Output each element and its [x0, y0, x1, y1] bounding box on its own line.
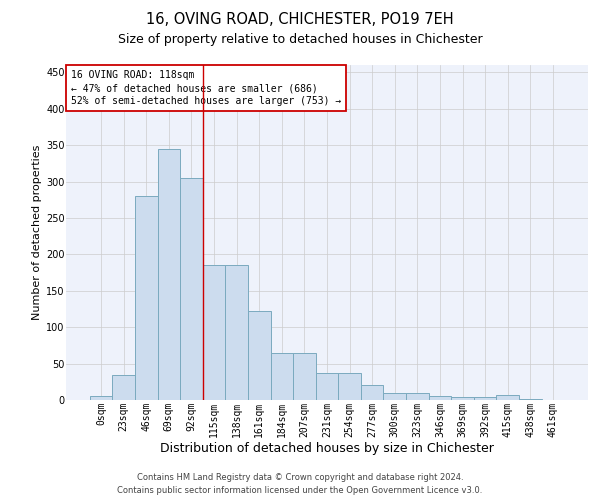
Bar — [271, 352, 293, 400]
Bar — [203, 266, 226, 400]
Text: Contains HM Land Registry data © Crown copyright and database right 2024.
Contai: Contains HM Land Registry data © Crown c… — [118, 474, 482, 495]
Bar — [428, 396, 451, 400]
Bar — [406, 392, 428, 400]
Bar — [338, 373, 361, 400]
Bar — [519, 398, 542, 400]
Bar — [316, 373, 338, 400]
Bar — [180, 178, 203, 400]
Text: 16, OVING ROAD, CHICHESTER, PO19 7EH: 16, OVING ROAD, CHICHESTER, PO19 7EH — [146, 12, 454, 28]
Bar — [112, 374, 135, 400]
Text: Size of property relative to detached houses in Chichester: Size of property relative to detached ho… — [118, 32, 482, 46]
Bar — [451, 397, 474, 400]
Bar — [90, 396, 112, 400]
Bar — [158, 149, 180, 400]
Bar — [361, 386, 383, 400]
Bar — [496, 395, 519, 400]
Bar — [293, 352, 316, 400]
Bar — [226, 266, 248, 400]
Bar — [248, 311, 271, 400]
Bar — [474, 397, 496, 400]
Y-axis label: Number of detached properties: Number of detached properties — [32, 145, 42, 320]
X-axis label: Distribution of detached houses by size in Chichester: Distribution of detached houses by size … — [160, 442, 494, 455]
Text: 16 OVING ROAD: 118sqm
← 47% of detached houses are smaller (686)
52% of semi-det: 16 OVING ROAD: 118sqm ← 47% of detached … — [71, 70, 341, 106]
Bar — [383, 392, 406, 400]
Bar — [135, 196, 158, 400]
